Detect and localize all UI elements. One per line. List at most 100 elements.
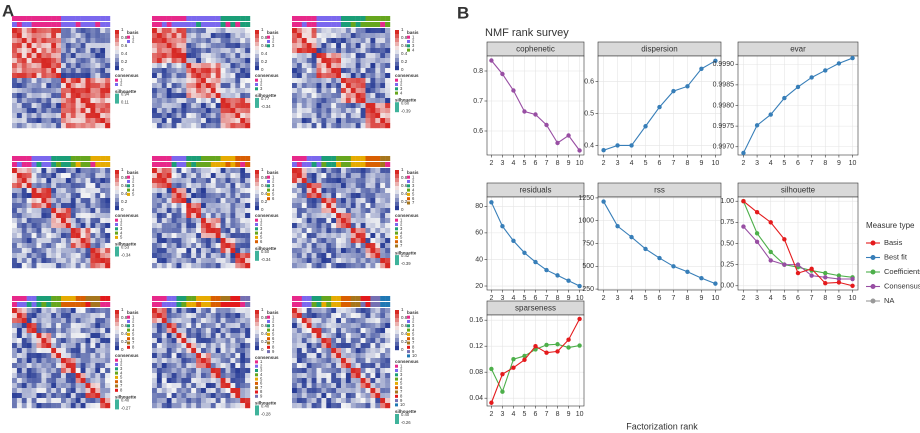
heatmap-cell [385,48,391,54]
heatmap-cell [365,328,371,334]
heatmap-cell [46,308,52,314]
heatmap-cell [355,258,361,264]
heatmap-cell [370,168,376,174]
heatmap-cell [245,123,251,129]
heatmap-cell [105,73,111,79]
heatmap-cell [385,313,391,319]
heatmap-cell [370,253,376,259]
heatmap-cell [360,258,366,264]
heatmap-cell [51,308,57,314]
heatmap-cell [220,348,226,354]
colorbar-tick-label: 0.4 [121,331,128,336]
heatmap-cell [201,228,207,234]
heatmap-cell [292,118,298,124]
heatmap-cell [205,93,211,99]
legend-label: 4 [412,327,415,332]
heatmap-cell [85,218,91,224]
heatmap-cell [31,363,37,369]
heatmap-cell [31,358,37,364]
data-point [768,249,773,255]
heatmap-cell [90,218,96,224]
heatmap-cell [240,73,246,79]
heatmap-cell [95,373,101,379]
heatmap-cell [380,358,386,364]
heatmap-cell [296,203,302,209]
colorbar-segment [255,42,259,47]
colorbar-tick-label: 0.8 [261,35,268,40]
heatmap-cell [225,228,231,234]
annotation-cell [181,16,187,21]
heatmap-cell [292,358,298,364]
heatmap-cell [80,43,86,49]
heatmap-cell [16,108,22,114]
heatmap-cell [191,318,197,324]
heatmap-cell [171,358,177,364]
legend-label: 3 [400,226,403,231]
heatmap-cell [311,328,317,334]
heatmap-cell [51,233,57,239]
data-point [500,371,505,377]
heatmap-cell [46,393,52,399]
heatmap-cell [240,198,246,204]
heatmap-cell [31,208,37,214]
heatmap-cell [311,333,317,339]
facet-title: dispersion [641,45,677,54]
heatmap-cell [51,93,57,99]
heatmap-cell [161,358,167,364]
heatmap-cell [201,318,207,324]
heatmap-cell [156,328,162,334]
legend-swatch [407,48,410,52]
heatmap-cell [350,313,356,319]
heatmap-cell [240,243,246,249]
heatmap-cell [230,63,236,69]
heatmap-cell [210,243,216,249]
heatmap-cell [95,338,101,344]
heatmap-cell [240,98,246,104]
annotation-cell [152,302,158,307]
heatmap-cell [161,263,167,269]
heatmap-cell [166,398,172,404]
heatmap-cell [12,53,18,59]
annotation-cell [336,162,342,167]
heatmap-cell [90,243,96,249]
heatmap-cell [171,368,177,374]
heatmap-cell [365,43,371,49]
heatmap-cell [326,48,332,54]
heatmap-cell [385,353,391,359]
heatmap-cell [345,203,351,209]
annotation-cell [341,22,347,27]
heatmap-cell [152,343,158,349]
heatmap-cell [201,258,207,264]
legend-label: 3 [120,366,123,371]
heatmap-cell [166,88,172,94]
heatmap-cell [375,258,381,264]
heatmap-cell [56,223,62,229]
heatmap-cell [95,88,101,94]
heatmap-cell [292,63,298,69]
heatmap-cell [345,318,351,324]
heatmap-cell [375,393,381,399]
heatmap-cell [26,203,32,209]
legend-label: 1 [260,77,263,82]
heatmap-cell [156,118,162,124]
heatmap-cell [350,118,356,124]
silhouette-label: -0.39 [401,108,411,113]
heatmap-cell [51,263,57,269]
heatmap-cell [171,378,177,384]
heatmap-cell [36,363,42,369]
heatmap-cell [171,263,177,269]
heatmap-cell [181,183,187,189]
annotation-cell [321,16,327,21]
heatmap-cell [360,208,366,214]
heatmap-cell [56,333,62,339]
annotation-cell [70,22,76,27]
heatmap-cell [225,378,231,384]
annotation-cell [311,302,317,307]
data-point [671,88,676,94]
heatmap-cell [21,368,27,374]
heatmap-cell [385,98,391,104]
heatmap-cell [375,118,381,124]
heatmap-cell [12,338,18,344]
heatmap-cell [331,223,337,229]
heatmap-cell [326,188,332,194]
